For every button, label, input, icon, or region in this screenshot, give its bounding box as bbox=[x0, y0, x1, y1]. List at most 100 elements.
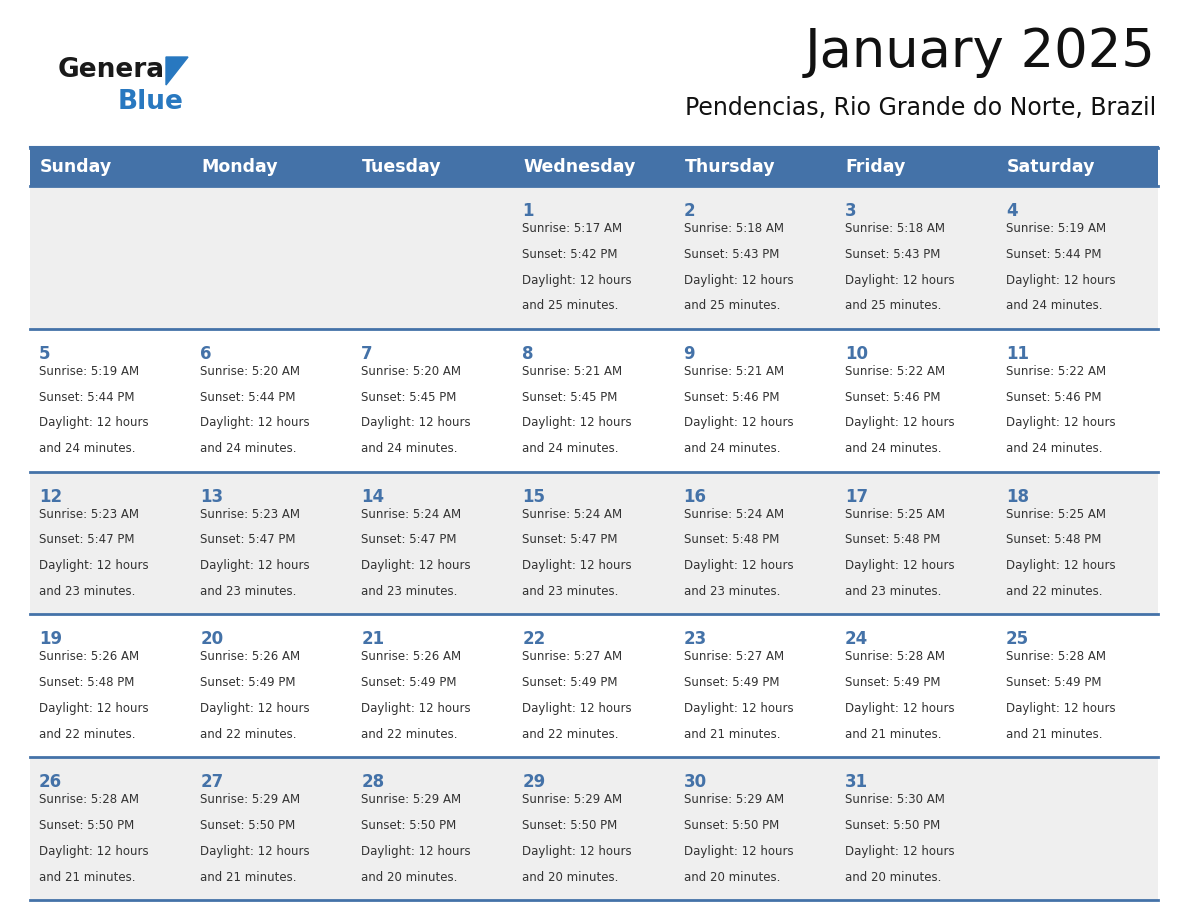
Bar bbox=[675, 148, 835, 186]
Text: Daylight: 12 hours: Daylight: 12 hours bbox=[361, 845, 470, 857]
Text: Sunrise: 5:28 AM: Sunrise: 5:28 AM bbox=[39, 793, 139, 806]
Text: Sunset: 5:42 PM: Sunset: 5:42 PM bbox=[523, 248, 618, 261]
Text: 19: 19 bbox=[39, 631, 62, 648]
Text: and 24 minutes.: and 24 minutes. bbox=[683, 442, 781, 455]
Text: Sunrise: 5:25 AM: Sunrise: 5:25 AM bbox=[845, 508, 944, 521]
Text: Sunset: 5:49 PM: Sunset: 5:49 PM bbox=[200, 677, 296, 689]
Text: Sunday: Sunday bbox=[40, 158, 112, 176]
Text: and 20 minutes.: and 20 minutes. bbox=[523, 870, 619, 883]
Text: and 25 minutes.: and 25 minutes. bbox=[683, 299, 781, 312]
Text: and 21 minutes.: and 21 minutes. bbox=[1006, 728, 1102, 741]
Bar bbox=[835, 186, 997, 329]
Text: Sunset: 5:47 PM: Sunset: 5:47 PM bbox=[523, 533, 618, 546]
Text: Sunrise: 5:20 AM: Sunrise: 5:20 AM bbox=[361, 364, 461, 378]
Text: Tuesday: Tuesday bbox=[362, 158, 442, 176]
Text: Sunset: 5:50 PM: Sunset: 5:50 PM bbox=[39, 819, 134, 832]
Text: Blue: Blue bbox=[118, 89, 184, 115]
Text: Daylight: 12 hours: Daylight: 12 hours bbox=[200, 845, 310, 857]
Text: 8: 8 bbox=[523, 345, 533, 363]
Text: and 24 minutes.: and 24 minutes. bbox=[361, 442, 457, 455]
Text: Sunset: 5:48 PM: Sunset: 5:48 PM bbox=[1006, 533, 1101, 546]
Text: and 25 minutes.: and 25 minutes. bbox=[845, 299, 941, 312]
Text: Sunset: 5:50 PM: Sunset: 5:50 PM bbox=[361, 819, 456, 832]
Text: Sunset: 5:47 PM: Sunset: 5:47 PM bbox=[200, 533, 296, 546]
Text: 5: 5 bbox=[39, 345, 51, 363]
Text: Sunset: 5:47 PM: Sunset: 5:47 PM bbox=[39, 533, 134, 546]
Text: Sunrise: 5:19 AM: Sunrise: 5:19 AM bbox=[39, 364, 139, 378]
Bar bbox=[835, 757, 997, 900]
Text: and 21 minutes.: and 21 minutes. bbox=[845, 728, 941, 741]
Text: Sunset: 5:49 PM: Sunset: 5:49 PM bbox=[361, 677, 456, 689]
Text: General: General bbox=[58, 57, 175, 83]
Text: and 22 minutes.: and 22 minutes. bbox=[200, 728, 297, 741]
Bar bbox=[675, 757, 835, 900]
Bar bbox=[191, 186, 353, 329]
Bar bbox=[191, 148, 353, 186]
Bar bbox=[513, 757, 675, 900]
Text: 28: 28 bbox=[361, 773, 385, 791]
Bar bbox=[353, 472, 513, 614]
Text: Daylight: 12 hours: Daylight: 12 hours bbox=[200, 702, 310, 715]
Bar bbox=[353, 148, 513, 186]
Text: and 23 minutes.: and 23 minutes. bbox=[523, 585, 619, 598]
Text: January 2025: January 2025 bbox=[805, 26, 1156, 78]
Text: Sunset: 5:46 PM: Sunset: 5:46 PM bbox=[845, 390, 940, 404]
Text: Daylight: 12 hours: Daylight: 12 hours bbox=[845, 559, 954, 572]
Text: Daylight: 12 hours: Daylight: 12 hours bbox=[523, 845, 632, 857]
Bar bbox=[30, 472, 191, 614]
Bar bbox=[675, 186, 835, 329]
Text: and 22 minutes.: and 22 minutes. bbox=[1006, 585, 1102, 598]
Text: Daylight: 12 hours: Daylight: 12 hours bbox=[1006, 702, 1116, 715]
Text: and 24 minutes.: and 24 minutes. bbox=[39, 442, 135, 455]
Text: 9: 9 bbox=[683, 345, 695, 363]
Text: 29: 29 bbox=[523, 773, 545, 791]
Text: 1: 1 bbox=[523, 202, 533, 220]
Text: Daylight: 12 hours: Daylight: 12 hours bbox=[523, 702, 632, 715]
Bar bbox=[353, 614, 513, 757]
Text: and 21 minutes.: and 21 minutes. bbox=[200, 870, 297, 883]
Text: and 20 minutes.: and 20 minutes. bbox=[683, 870, 781, 883]
Text: Sunrise: 5:29 AM: Sunrise: 5:29 AM bbox=[523, 793, 623, 806]
Text: 10: 10 bbox=[845, 345, 867, 363]
Bar bbox=[997, 148, 1158, 186]
Bar bbox=[997, 614, 1158, 757]
Bar bbox=[997, 472, 1158, 614]
Text: 30: 30 bbox=[683, 773, 707, 791]
Text: Daylight: 12 hours: Daylight: 12 hours bbox=[200, 559, 310, 572]
Text: Sunrise: 5:30 AM: Sunrise: 5:30 AM bbox=[845, 793, 944, 806]
Text: Sunrise: 5:25 AM: Sunrise: 5:25 AM bbox=[1006, 508, 1106, 521]
Text: Sunrise: 5:19 AM: Sunrise: 5:19 AM bbox=[1006, 222, 1106, 235]
Text: Daylight: 12 hours: Daylight: 12 hours bbox=[523, 417, 632, 430]
Bar bbox=[30, 614, 191, 757]
Text: Daylight: 12 hours: Daylight: 12 hours bbox=[683, 845, 794, 857]
Text: Daylight: 12 hours: Daylight: 12 hours bbox=[683, 417, 794, 430]
Text: 6: 6 bbox=[200, 345, 211, 363]
Text: and 23 minutes.: and 23 minutes. bbox=[200, 585, 297, 598]
Bar bbox=[513, 614, 675, 757]
Text: Daylight: 12 hours: Daylight: 12 hours bbox=[39, 417, 148, 430]
Bar bbox=[675, 472, 835, 614]
Text: Sunset: 5:43 PM: Sunset: 5:43 PM bbox=[845, 248, 940, 261]
Text: Sunrise: 5:17 AM: Sunrise: 5:17 AM bbox=[523, 222, 623, 235]
Text: Sunrise: 5:28 AM: Sunrise: 5:28 AM bbox=[845, 650, 944, 664]
Bar bbox=[675, 329, 835, 472]
Text: and 22 minutes.: and 22 minutes. bbox=[39, 728, 135, 741]
Bar bbox=[30, 148, 191, 186]
Text: Daylight: 12 hours: Daylight: 12 hours bbox=[39, 845, 148, 857]
Text: Daylight: 12 hours: Daylight: 12 hours bbox=[361, 559, 470, 572]
Text: Sunrise: 5:24 AM: Sunrise: 5:24 AM bbox=[523, 508, 623, 521]
Bar bbox=[835, 614, 997, 757]
Text: Sunset: 5:50 PM: Sunset: 5:50 PM bbox=[845, 819, 940, 832]
Bar bbox=[191, 614, 353, 757]
Bar bbox=[353, 757, 513, 900]
Text: 3: 3 bbox=[845, 202, 857, 220]
Text: and 24 minutes.: and 24 minutes. bbox=[1006, 299, 1102, 312]
Text: 20: 20 bbox=[200, 631, 223, 648]
Text: Sunset: 5:43 PM: Sunset: 5:43 PM bbox=[683, 248, 779, 261]
Bar bbox=[997, 186, 1158, 329]
Bar bbox=[997, 757, 1158, 900]
Bar bbox=[513, 329, 675, 472]
Text: and 20 minutes.: and 20 minutes. bbox=[361, 870, 457, 883]
Bar bbox=[513, 472, 675, 614]
Text: Sunrise: 5:18 AM: Sunrise: 5:18 AM bbox=[845, 222, 944, 235]
